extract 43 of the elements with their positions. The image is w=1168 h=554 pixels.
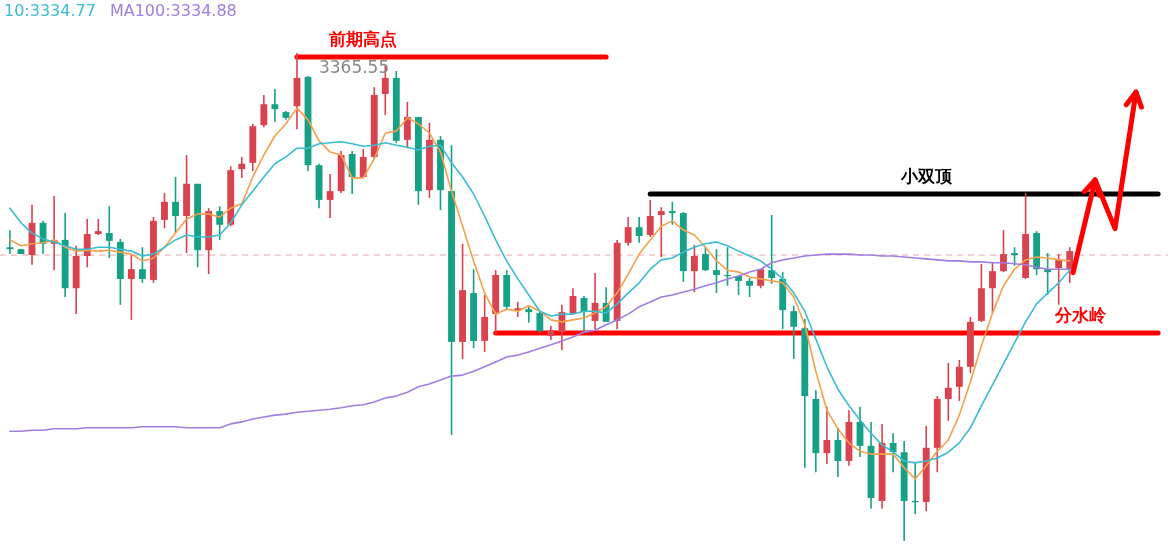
text: 10:3334.77 [4, 1, 96, 20]
candlestick [271, 88, 279, 123]
candlestick [668, 201, 676, 226]
candlestick [635, 216, 643, 244]
series-label: 分水岭 [1054, 305, 1108, 326]
candlestick [138, 246, 146, 284]
candlestick [702, 246, 709, 272]
candlestick [238, 156, 246, 179]
candlestick [1011, 246, 1018, 267]
candlestick [989, 262, 996, 314]
candlestick [657, 206, 665, 258]
candlestick [624, 216, 632, 247]
candlestick [514, 301, 522, 318]
candlestick [944, 362, 952, 422]
candlestick [6, 229, 14, 255]
candlestick [525, 305, 533, 324]
text: MA100:3334.88 [109, 1, 237, 20]
candlestick [216, 205, 224, 241]
candlestick [403, 101, 411, 149]
candlestick [690, 243, 698, 293]
candlestick [790, 304, 798, 360]
candlestick [646, 199, 654, 238]
candlestick [105, 205, 113, 259]
candlestick [889, 432, 897, 473]
candlestick [713, 248, 720, 294]
candlestick [260, 94, 268, 128]
annotation: 3365.55 [318, 57, 390, 77]
candlestick [955, 359, 963, 402]
series-label: 前期高点 [328, 28, 398, 49]
candlestick [161, 192, 168, 229]
candlestick [94, 218, 102, 236]
candlestick [127, 254, 135, 321]
candlestick [481, 294, 489, 353]
candlestick [172, 176, 179, 234]
candlestick [359, 148, 367, 179]
candlestick [326, 173, 334, 219]
candlestick [746, 277, 754, 298]
candlestick [348, 150, 356, 195]
candlestick [1000, 229, 1007, 273]
candlestick [536, 310, 544, 333]
candlestick [768, 214, 776, 285]
candlestick [823, 406, 831, 465]
series-label: 小双顶 [899, 166, 953, 187]
